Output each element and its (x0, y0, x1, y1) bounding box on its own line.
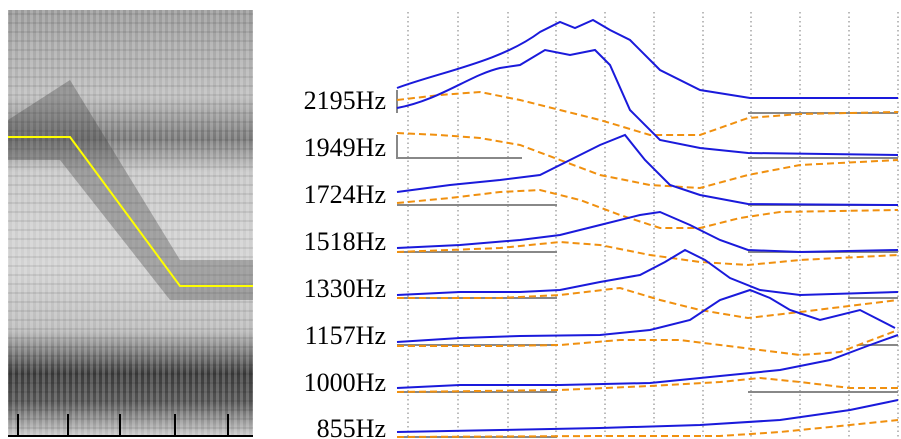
frequency-label: 2195Hz (304, 86, 386, 115)
formant-track (8, 136, 253, 287)
frequency-label: 1157Hz (305, 321, 386, 350)
frequency-label: 1000Hz (304, 368, 386, 397)
spectrogram (8, 10, 253, 437)
curves (396, 18, 899, 438)
time-ticks (17, 414, 229, 436)
frequency-label: 855Hz (317, 414, 386, 439)
frequency-labels: 2195Hz 1949Hz 1724Hz 1518Hz 1330Hz 1157H… (304, 86, 386, 439)
grid (407, 12, 899, 439)
frequency-label: 1724Hz (304, 180, 386, 209)
frequency-label: 1949Hz (304, 133, 386, 162)
formant-band (8, 80, 253, 300)
spectrogram-texture (8, 10, 253, 437)
frequency-label: 1330Hz (304, 274, 386, 303)
frequency-label: 1518Hz (304, 227, 386, 256)
